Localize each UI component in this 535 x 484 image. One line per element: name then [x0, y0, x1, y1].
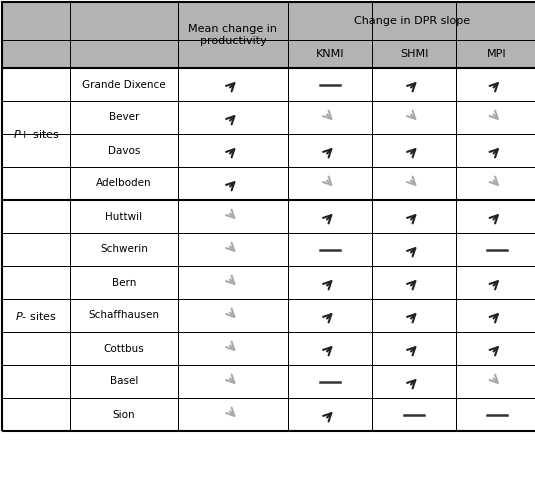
Bar	[288, 68, 372, 101]
Bar	[2, 167, 70, 200]
Bar	[372, 134, 456, 167]
Bar	[70, 398, 178, 431]
Bar	[456, 365, 535, 398]
Bar	[372, 167, 456, 200]
Bar	[178, 200, 288, 233]
Bar	[70, 167, 178, 200]
Bar	[178, 398, 288, 431]
Bar	[456, 68, 535, 101]
Bar	[288, 134, 372, 167]
Bar	[372, 365, 456, 398]
Text: Grande Dixence: Grande Dixence	[82, 79, 166, 90]
Bar	[288, 200, 372, 233]
Text: Sion: Sion	[113, 409, 135, 420]
Bar	[70, 200, 178, 233]
Bar	[70, 332, 178, 365]
Bar	[288, 233, 372, 266]
Bar	[2, 2, 535, 431]
Bar	[2, 101, 70, 134]
Text: Adelboden: Adelboden	[96, 179, 152, 188]
Text: Bever: Bever	[109, 112, 139, 122]
Bar	[178, 2, 288, 68]
Bar	[288, 40, 372, 68]
Bar	[288, 167, 372, 200]
Text: Mean change in
productivity: Mean change in productivity	[188, 24, 278, 46]
Bar	[2, 266, 70, 299]
Bar	[178, 167, 288, 200]
Bar	[70, 68, 178, 101]
Bar	[178, 233, 288, 266]
Bar	[372, 332, 456, 365]
Text: Cottbus: Cottbus	[104, 344, 144, 353]
Bar	[178, 68, 288, 101]
Text: SHMI: SHMI	[400, 49, 428, 59]
Bar	[178, 134, 288, 167]
Bar	[288, 2, 535, 40]
Bar	[2, 233, 70, 266]
Bar	[2, 200, 70, 233]
Bar	[456, 101, 535, 134]
Text: Basel: Basel	[110, 377, 138, 387]
Bar	[178, 332, 288, 365]
Bar	[178, 299, 288, 332]
Text: Huttwil: Huttwil	[105, 212, 142, 222]
Text: Schwerin: Schwerin	[100, 244, 148, 255]
Bar	[372, 233, 456, 266]
Bar	[2, 332, 70, 365]
Bar	[2, 365, 70, 398]
Bar	[178, 266, 288, 299]
Bar	[372, 299, 456, 332]
Bar	[2, 2, 178, 68]
Bar	[372, 200, 456, 233]
Bar	[288, 101, 372, 134]
Bar	[372, 398, 456, 431]
Bar	[70, 299, 178, 332]
Bar	[372, 68, 456, 101]
Bar	[456, 266, 535, 299]
Text: Schaffhausen: Schaffhausen	[88, 311, 159, 320]
Text: Change in DPR slope: Change in DPR slope	[354, 16, 471, 26]
Bar	[456, 134, 535, 167]
Bar	[178, 101, 288, 134]
Text: MPI: MPI	[487, 49, 506, 59]
Text: $\it{P}$- sites: $\it{P}$- sites	[15, 309, 57, 321]
Text: Bern: Bern	[112, 277, 136, 287]
Bar	[2, 299, 70, 332]
Text: $\it{P}$+ sites: $\it{P}$+ sites	[12, 128, 59, 140]
Bar	[288, 365, 372, 398]
Bar	[288, 332, 372, 365]
Bar	[456, 398, 535, 431]
Bar	[456, 299, 535, 332]
Bar	[456, 200, 535, 233]
Bar	[372, 101, 456, 134]
Bar	[2, 68, 70, 101]
Bar	[178, 365, 288, 398]
Bar	[70, 266, 178, 299]
Bar	[70, 233, 178, 266]
Bar	[456, 40, 535, 68]
Bar	[2, 134, 70, 167]
Bar	[288, 398, 372, 431]
Bar	[288, 266, 372, 299]
Bar	[372, 40, 456, 68]
Bar	[456, 332, 535, 365]
Bar	[456, 233, 535, 266]
Text: KNMI: KNMI	[316, 49, 344, 59]
Bar	[288, 299, 372, 332]
Text: Davos: Davos	[108, 146, 140, 155]
Bar	[70, 134, 178, 167]
Bar	[70, 101, 178, 134]
Bar	[372, 266, 456, 299]
Bar	[2, 398, 70, 431]
Bar	[456, 167, 535, 200]
Bar	[70, 365, 178, 398]
